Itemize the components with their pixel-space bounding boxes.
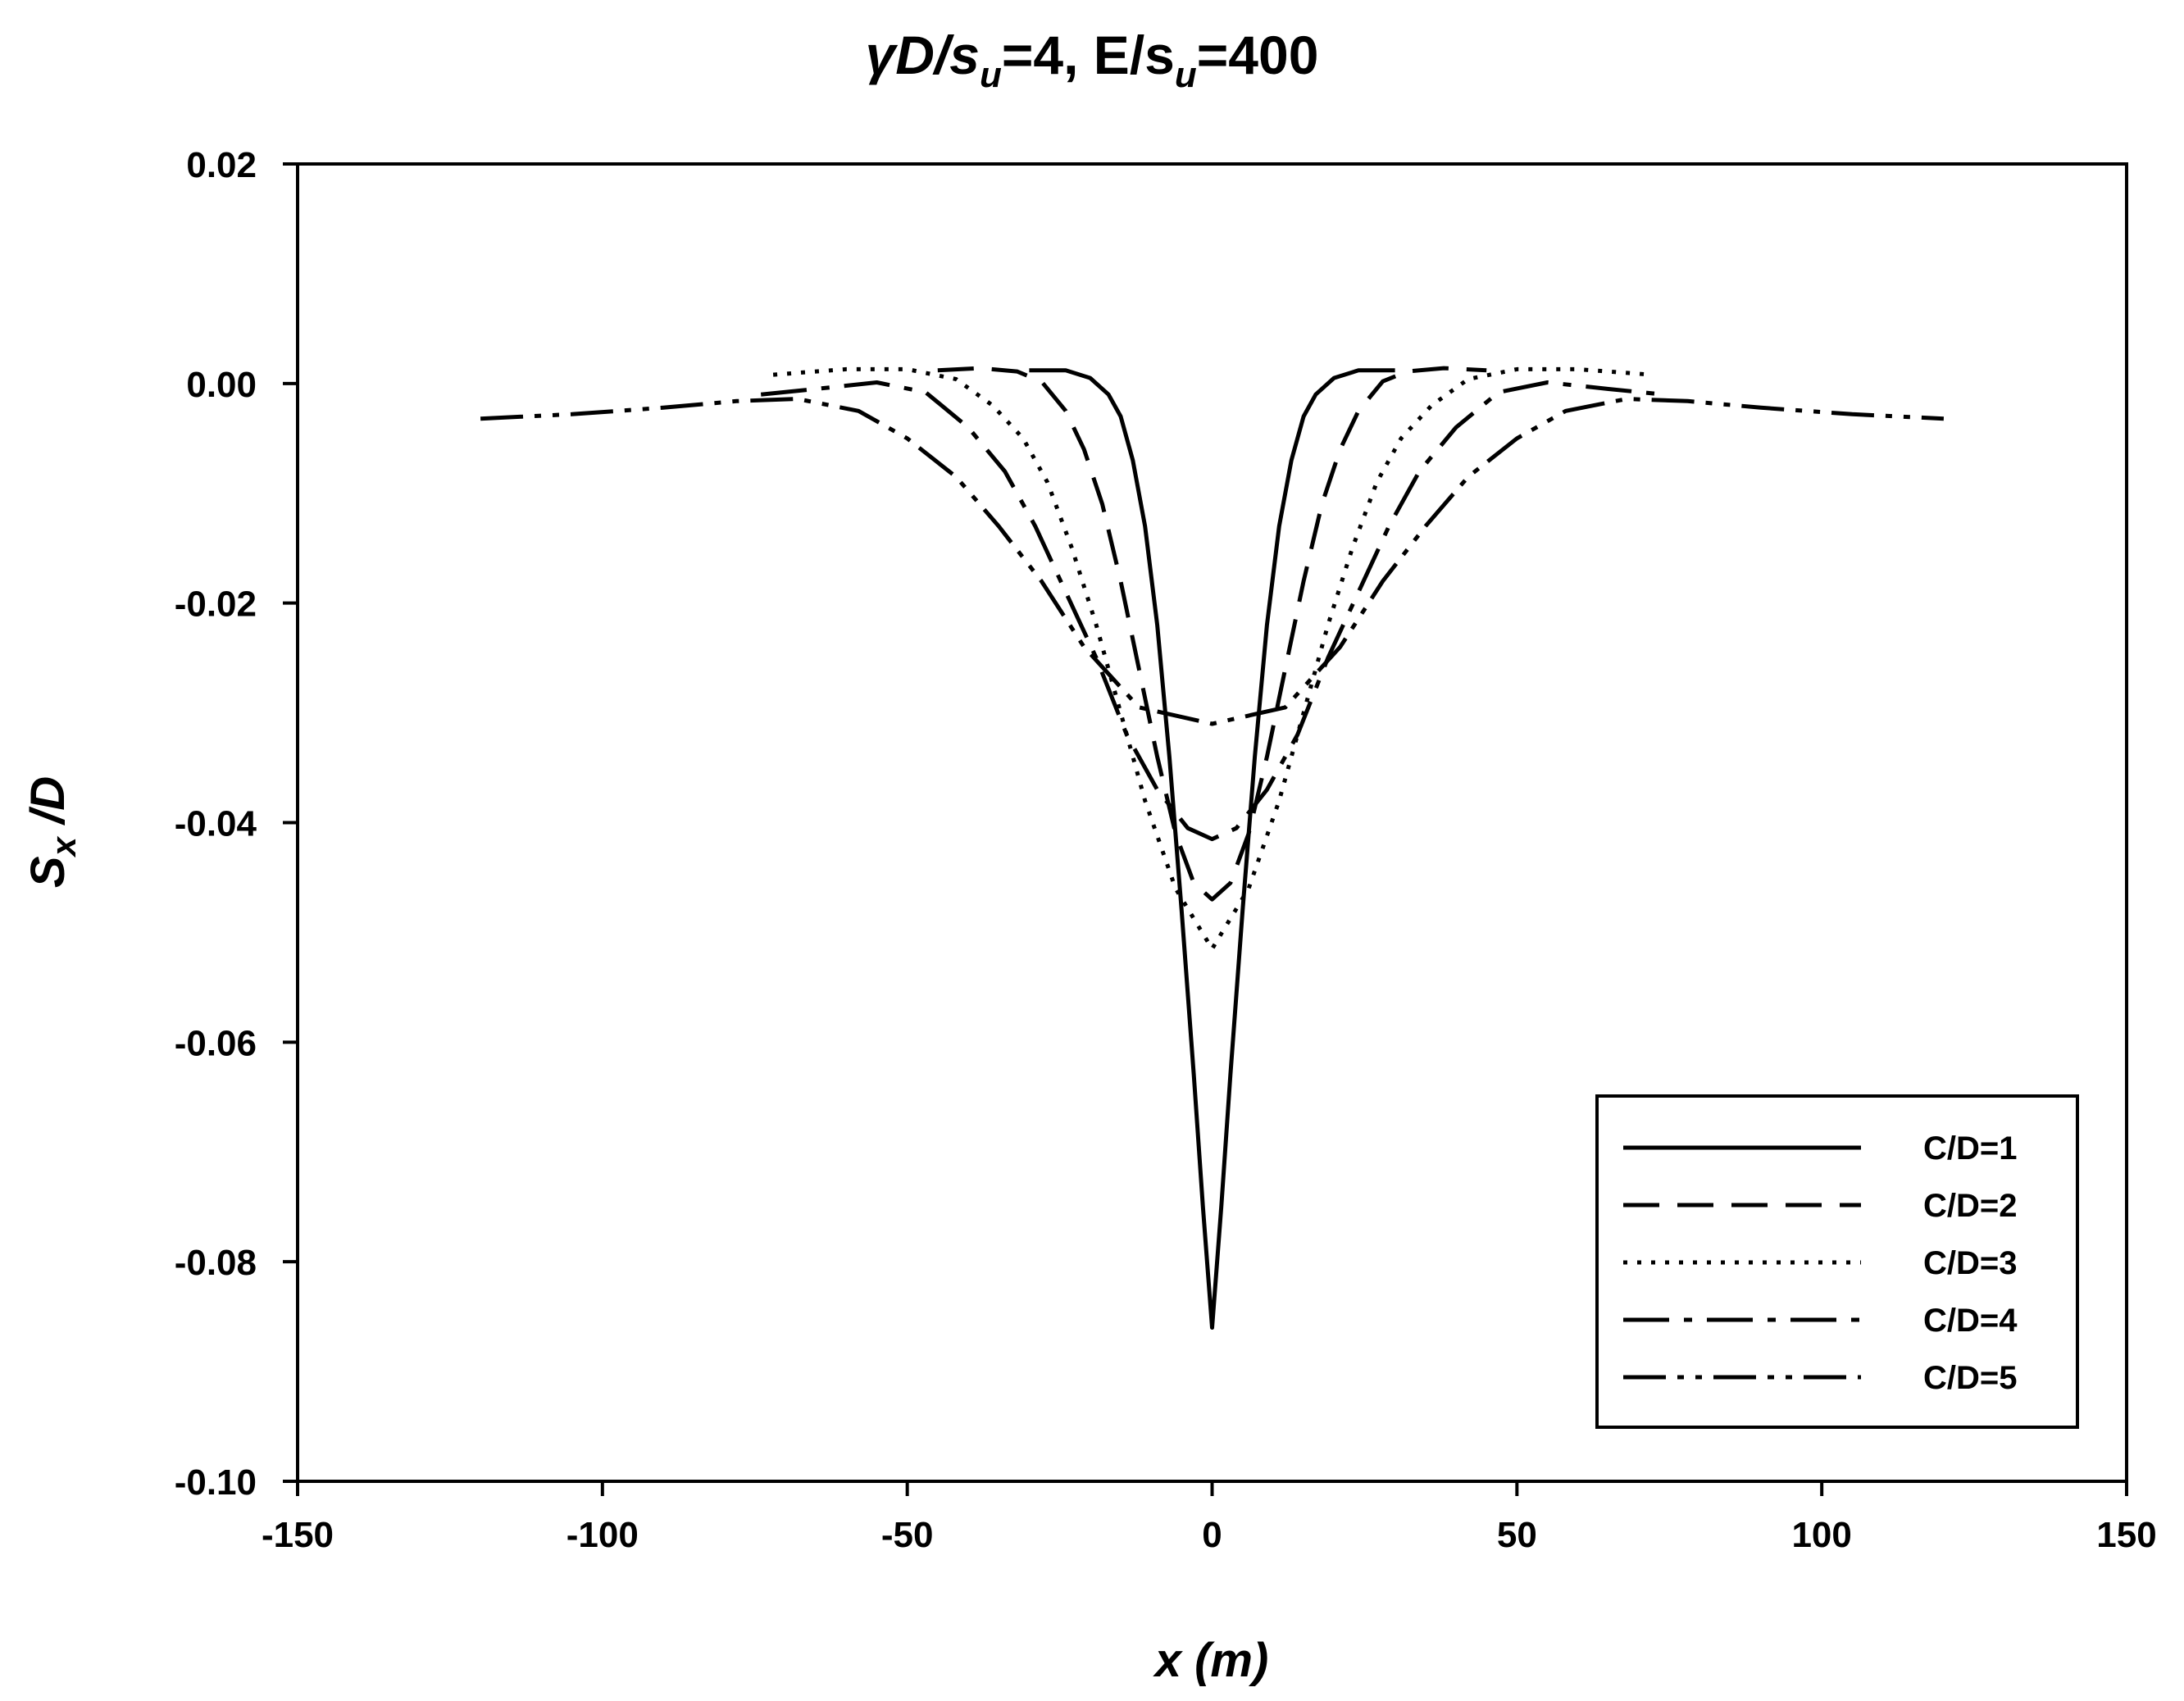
series-line-cd-1 xyxy=(1029,368,1395,1330)
x-tick-label: 100 xyxy=(1791,1515,1851,1555)
y-axis-ticks: 0.02 0.00 -0.02 -0.04 -0.06 -0.08 -0.10 xyxy=(175,145,298,1503)
y-axis-label: Sx /D xyxy=(21,776,83,888)
series-line-cd-2 xyxy=(937,366,1487,902)
y-tick-label: -0.10 xyxy=(175,1462,257,1503)
x-tick-label: 0 xyxy=(1202,1515,1222,1555)
legend-label-cd-3: C/D=3 xyxy=(1923,1245,2018,1281)
y-tick-label: -0.02 xyxy=(175,584,257,625)
y-tick-label: 0.02 xyxy=(186,145,257,185)
x-tick-label: 50 xyxy=(1497,1515,1537,1555)
x-tick-label: -150 xyxy=(262,1515,334,1555)
y-tick-label: -0.06 xyxy=(175,1023,257,1063)
series-line-cd-4 xyxy=(760,380,1664,842)
x-tick-label: 150 xyxy=(2096,1515,2156,1555)
chart-title: γD/su=4, E/su=400 xyxy=(866,25,1319,95)
x-tick-label: -100 xyxy=(566,1515,639,1555)
y-tick-label: -0.08 xyxy=(175,1243,257,1283)
legend: C/D=1 C/D=2 C/D=3 C/D=4 C/D=5 xyxy=(1595,1094,2079,1429)
x-axis-ticks: -150 -100 -50 0 50 100 150 xyxy=(262,1481,2157,1555)
legend-label-cd-5: C/D=5 xyxy=(1923,1360,2018,1396)
legend-label-cd-4: C/D=4 xyxy=(1923,1303,2018,1339)
x-tick-label: -50 xyxy=(881,1515,934,1555)
series-line-cd-3 xyxy=(772,366,1652,951)
legend-label-cd-1: C/D=1 xyxy=(1923,1130,2018,1167)
x-axis-label: x (m) xyxy=(1153,1634,1269,1687)
series-lines xyxy=(480,366,1945,1330)
legend-box xyxy=(1595,1094,2079,1429)
legend-label-cd-2: C/D=2 xyxy=(1923,1188,2018,1224)
y-tick-label: 0.00 xyxy=(186,365,257,405)
y-tick-label: -0.04 xyxy=(175,804,257,844)
series-line-cd-5 xyxy=(480,397,1945,726)
